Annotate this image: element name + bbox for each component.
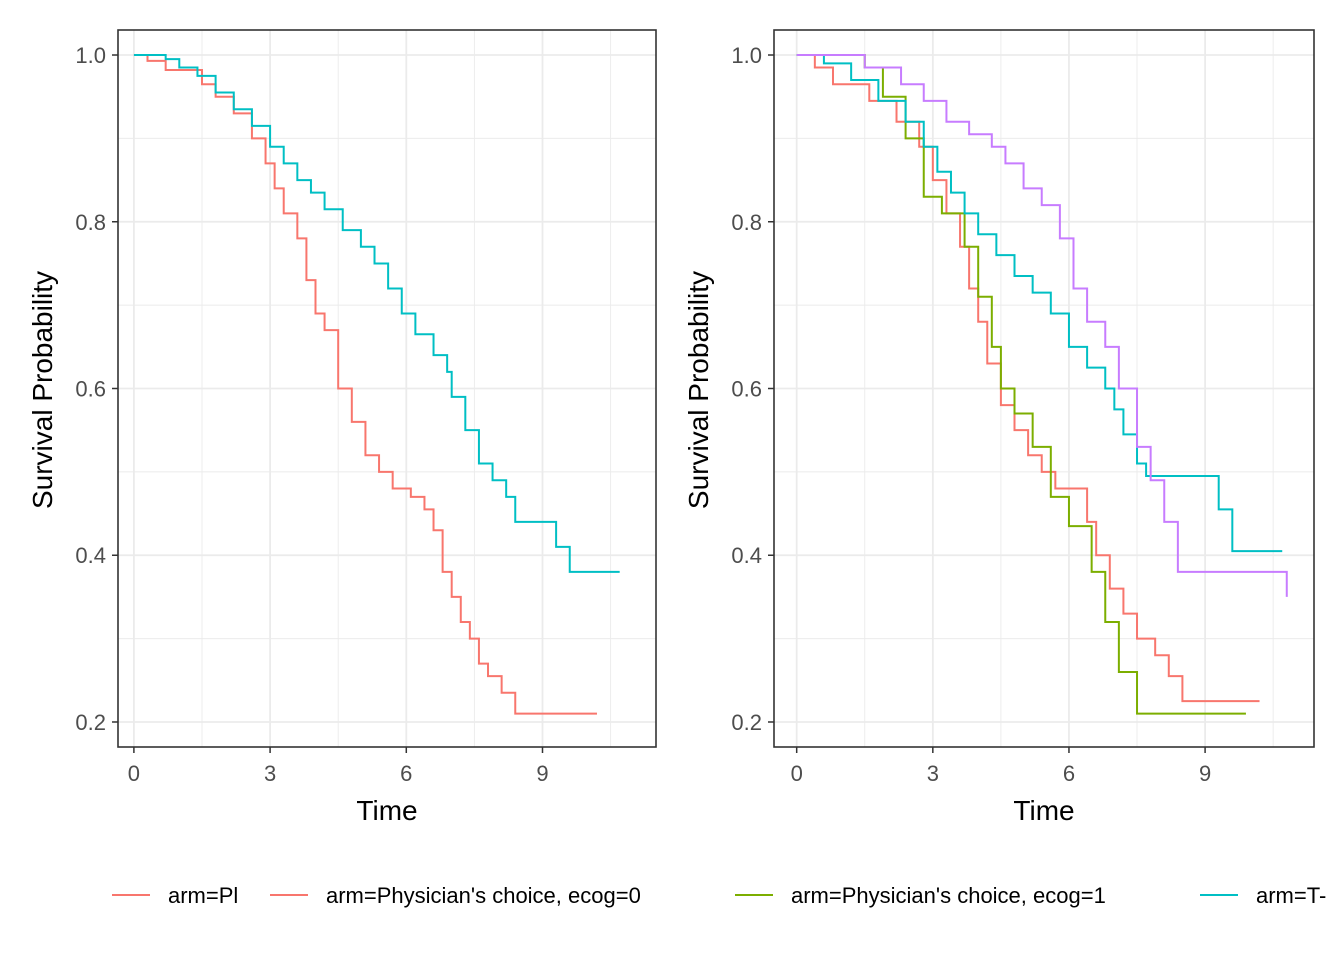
x-tick-label: 3 bbox=[264, 761, 276, 786]
y-tick-label: 0.2 bbox=[75, 710, 106, 735]
legend: arm=Pl arm=Physician's choice, ecog=0 arm=… bbox=[112, 883, 1326, 908]
survival-curve-2 bbox=[796, 54, 1246, 715]
x-tick-label: 6 bbox=[1063, 761, 1075, 786]
legend-label: arm=T- bbox=[1256, 883, 1326, 908]
survival-curve-4 bbox=[796, 54, 1288, 597]
x-tick-label: 3 bbox=[927, 761, 939, 786]
panel-2: 0 3 6 9 0.2 0.4 0.6 0.8 1.0 Time Survival Probabil… bbox=[683, 29, 1315, 826]
x-tick-label: 0 bbox=[791, 761, 803, 786]
legend-label: arm=Pl bbox=[168, 883, 238, 908]
survival-curve-1 bbox=[796, 54, 1260, 703]
survival-curve-3 bbox=[796, 54, 1283, 553]
y-tick-label: 0.6 bbox=[731, 377, 762, 402]
y-tick-label: 0.4 bbox=[731, 543, 762, 568]
x-axis-title: Time bbox=[356, 795, 417, 826]
panel-1: 0 3 6 9 0.2 0.4 0.6 0.8 1.0 Time Survival Probabil… bbox=[27, 29, 657, 826]
y-tick-label: 0.8 bbox=[731, 210, 762, 235]
legend-item: arm=Physician's choice, ecog=1 bbox=[735, 883, 1106, 908]
y-tick-label: 1.0 bbox=[731, 43, 762, 68]
survival-curve-1 bbox=[133, 54, 597, 715]
y-tick-label: 1.0 bbox=[75, 43, 106, 68]
y-tick-label: 0.4 bbox=[75, 543, 106, 568]
chart-panels: 0 3 6 9 0.2 0.4 0.6 0.8 1.0 Time Survival Probabil… bbox=[27, 29, 1315, 826]
survival-curve-2 bbox=[133, 54, 620, 573]
x-tick-label: 6 bbox=[400, 761, 412, 786]
y-axis-title: Survival Probability bbox=[27, 271, 58, 509]
x-tick-label: 0 bbox=[128, 761, 140, 786]
y-axis-title: Survival Probability bbox=[683, 271, 714, 509]
y-tick-label: 0.2 bbox=[731, 710, 762, 735]
y-tick-label: 0.6 bbox=[75, 377, 106, 402]
x-axis-title: Time bbox=[1013, 795, 1074, 826]
legend-item: arm=T- bbox=[1200, 883, 1326, 908]
x-tick-label: 9 bbox=[536, 761, 548, 786]
legend-item: arm=Pl bbox=[112, 883, 238, 908]
legend-item: arm=Physician's choice, ecog=0 bbox=[270, 883, 641, 908]
y-tick-label: 0.8 bbox=[75, 210, 106, 235]
legend-label: arm=Physician's choice, ecog=1 bbox=[791, 883, 1106, 908]
x-tick-label: 9 bbox=[1199, 761, 1211, 786]
legend-label: arm=Physician's choice, ecog=0 bbox=[326, 883, 641, 908]
